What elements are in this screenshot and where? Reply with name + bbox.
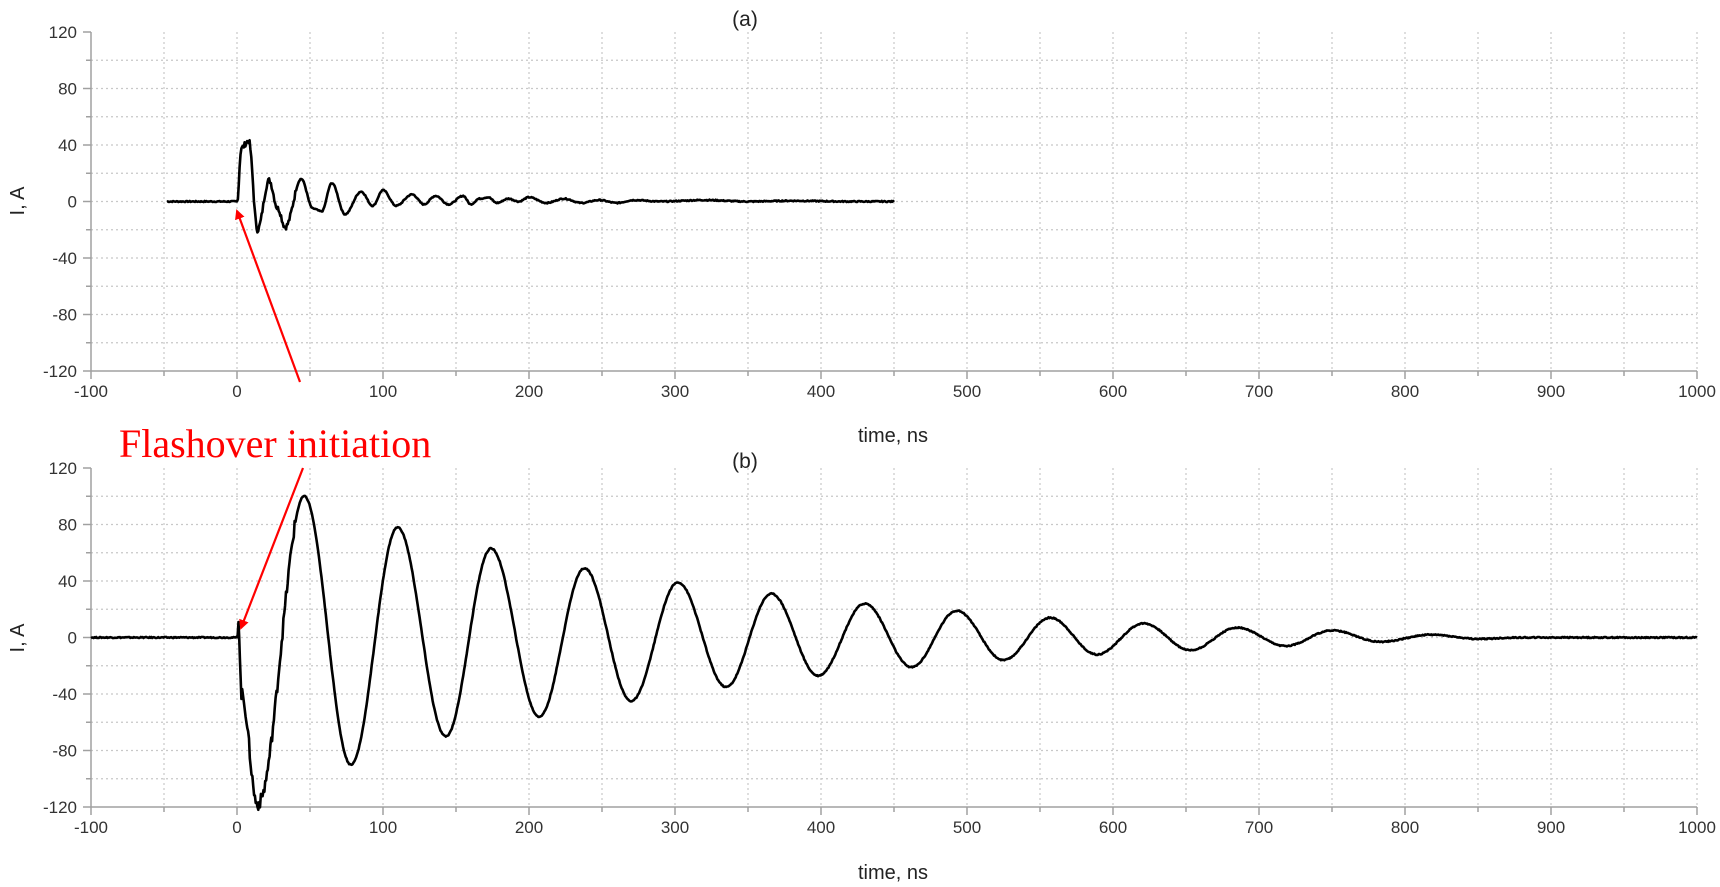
x-tick-label: 700 bbox=[1245, 818, 1273, 837]
x-tick-label: 400 bbox=[807, 382, 835, 401]
x-tick-label: 1000 bbox=[1678, 382, 1716, 401]
panel-b-chart: -100 0 100 200 300 400 500 600 700 800 900 1000-120… bbox=[7, 450, 1716, 884]
x-tick-label: 300 bbox=[661, 818, 689, 837]
panel-b-tick-labels: -100 0 100 200 300 400 500 600 700 800 900 1000-120… bbox=[43, 459, 1716, 837]
x-tick-label: 700 bbox=[1245, 382, 1273, 401]
x-tick-label: 800 bbox=[1391, 382, 1419, 401]
y-tick-label: 0 bbox=[68, 193, 77, 212]
panel-a-x-axis-title: time, ns bbox=[858, 425, 928, 447]
y-tick-label: -40 bbox=[52, 249, 77, 268]
x-tick-label: 0 bbox=[232, 382, 241, 401]
flashover-annotation: Flashover initiation bbox=[119, 209, 431, 630]
y-tick-label: -120 bbox=[43, 362, 77, 381]
arrow-to-panel-b-icon bbox=[239, 467, 305, 630]
panel-a-grid bbox=[91, 32, 1698, 371]
y-tick-label: 0 bbox=[68, 629, 77, 648]
x-tick-label: 1000 bbox=[1678, 818, 1716, 837]
y-tick-label: 120 bbox=[49, 459, 77, 478]
x-tick-label: 500 bbox=[953, 382, 981, 401]
x-tick-label: 200 bbox=[515, 818, 543, 837]
y-tick-label: 40 bbox=[58, 572, 77, 591]
x-tick-label: 900 bbox=[1537, 818, 1565, 837]
y-tick-label: 80 bbox=[58, 516, 77, 535]
x-tick-label: -100 bbox=[74, 818, 108, 837]
x-tick-label: 400 bbox=[807, 818, 835, 837]
panel-a-label: (a) bbox=[732, 8, 758, 31]
x-tick-label: 500 bbox=[953, 818, 981, 837]
panel-b-grid bbox=[91, 468, 1698, 807]
annotation-text: Flashover initiation bbox=[119, 421, 431, 466]
x-tick-label: 900 bbox=[1537, 382, 1565, 401]
y-tick-label: -80 bbox=[52, 742, 77, 761]
arrow-to-panel-a-icon bbox=[235, 209, 302, 383]
y-tick-label: -120 bbox=[43, 798, 77, 817]
panel-b-x-axis-title: time, ns bbox=[858, 862, 928, 884]
panel-a-axes bbox=[83, 31, 1698, 379]
x-tick-label: 600 bbox=[1099, 382, 1127, 401]
x-tick-label: 200 bbox=[515, 382, 543, 401]
y-tick-label: 120 bbox=[49, 23, 77, 42]
x-tick-label: 100 bbox=[369, 382, 397, 401]
panel-a-tick-labels: -100 0 100 200 300 400 500 600 700 800 900 1000-120… bbox=[43, 23, 1716, 401]
x-tick-label: 800 bbox=[1391, 818, 1419, 837]
panel-b-current-trace bbox=[90, 494, 1698, 812]
x-tick-label: 300 bbox=[661, 382, 689, 401]
panel-a-chart: -100 0 100 200 300 400 500 600 700 800 900 1000-120… bbox=[7, 8, 1716, 447]
x-tick-label: -100 bbox=[74, 382, 108, 401]
x-tick-label: 100 bbox=[369, 818, 397, 837]
y-tick-label: 80 bbox=[58, 80, 77, 99]
x-tick-label: 600 bbox=[1099, 818, 1127, 837]
panel-a-y-axis-title: I, A bbox=[7, 186, 29, 216]
panel-b-axes bbox=[83, 467, 1698, 815]
y-tick-label: -80 bbox=[52, 306, 77, 325]
y-tick-label: -40 bbox=[52, 685, 77, 704]
y-tick-label: 40 bbox=[58, 136, 77, 155]
panel-b-label: (b) bbox=[732, 450, 758, 473]
x-tick-label: 0 bbox=[232, 818, 241, 837]
panel-b-y-axis-title: I, A bbox=[7, 623, 29, 653]
panel-a-current-trace bbox=[166, 138, 895, 234]
